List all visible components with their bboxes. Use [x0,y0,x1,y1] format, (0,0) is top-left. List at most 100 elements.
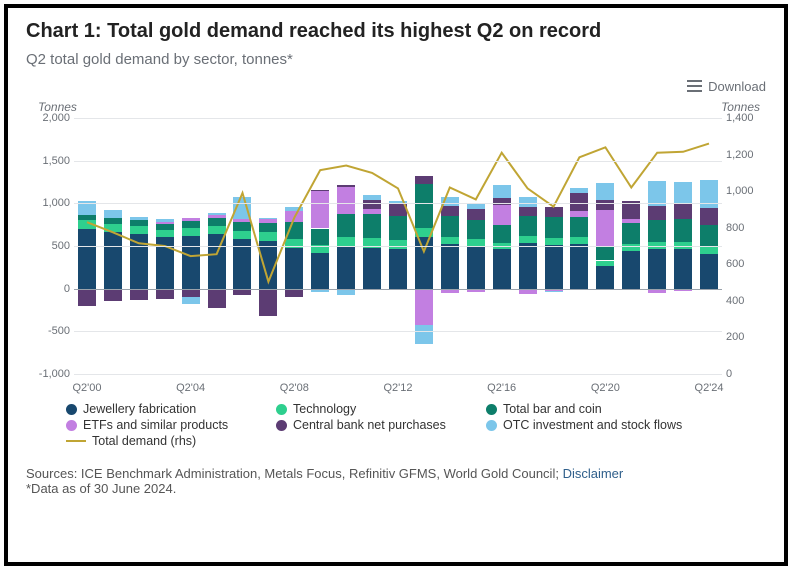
bar-segment [156,222,174,224]
bar-segment [415,176,433,184]
bar-segment [259,289,277,316]
y-right-tick-label: 1,000 [726,185,762,197]
bar-segment [182,221,200,228]
y-right-tick-label: 200 [726,331,762,343]
y-left-tick-label: 2,000 [30,112,70,124]
gridline [74,118,722,119]
bar-segment [648,220,666,242]
bar-segment [233,197,251,218]
bar-segment [415,228,433,237]
legend-item: ETFs and similar products [66,418,258,432]
bar-segment [208,226,226,234]
bar-segment [415,237,433,289]
gridline [74,246,722,247]
bar-segment [519,216,537,236]
bar-segment [441,237,459,245]
bar-segment [570,237,588,244]
bar-segment [337,214,355,237]
bar-segment [493,249,511,288]
x-tick-label: Q2'04 [176,382,205,394]
y-left-tick-label: -500 [30,325,70,337]
bar-segment [156,224,174,230]
bar-segment [674,182,692,203]
bar-segment [363,195,381,200]
bar-segment [545,238,563,245]
bar-segment [389,240,407,249]
bar-segment [285,289,303,298]
bar-segment [104,289,122,302]
bar-segment [596,261,614,267]
bar-segment [700,247,718,254]
legend-item: Total demand (rhs) [66,434,258,448]
bar-segment [622,219,640,223]
bar-segment [389,203,407,216]
bar-segment [545,245,563,289]
bar-segment [467,204,485,209]
bar-segment [208,213,226,215]
bar-segment [648,181,666,206]
bar-segment [78,289,96,306]
bar-segment [130,217,148,220]
bar-segment [182,218,200,221]
gridline [74,374,722,375]
bar-segment [311,229,329,245]
bar-segment [648,249,666,289]
bar-segment [700,225,718,247]
bar-segment [519,236,537,243]
bar-segment [363,248,381,289]
y-right-tick-label: 0 [726,368,762,380]
bar-segment [389,249,407,289]
bar-segment [311,191,329,229]
bar-segment [104,210,122,219]
bar-segment [570,244,588,288]
bar-segment [570,217,588,237]
bar-segment [674,219,692,242]
bar-segment [363,214,381,239]
legend-swatch [486,404,497,415]
bar-segment [208,289,226,309]
bar-segment [259,223,277,232]
bar-segment [545,291,563,292]
legend-item: Central bank net purchases [276,418,468,432]
x-tick-label: Q2'16 [487,382,516,394]
bar-segment [570,188,588,193]
download-button[interactable]: Download [708,79,766,94]
legend-label: Central bank net purchases [293,418,446,432]
bar-segment [467,239,485,246]
bar-segment [441,216,459,236]
bar-segment [622,251,640,289]
bar-segment [156,219,174,222]
bar-segment [285,248,303,289]
legend: Jewellery fabricationTechnologyTotal bar… [66,402,766,448]
bar-segment [130,289,148,300]
legend-swatch [276,420,287,431]
bar-segment [259,219,277,222]
x-tick-label: Q2'12 [383,382,412,394]
bar-segment [519,243,537,288]
bar-segment [493,205,511,225]
bar-segment [389,216,407,240]
bar-segment [233,231,251,240]
bar-segment [467,246,485,289]
bar-segment [700,254,718,289]
menu-icon[interactable] [687,80,702,92]
legend-label: Total demand (rhs) [92,434,196,448]
bar-segment [493,225,511,243]
bar-segment [415,325,433,344]
bar-segment [467,209,485,220]
bar-segment [363,209,381,213]
y-right-tick-label: 600 [726,258,762,270]
bar-segment [182,228,200,236]
y-right-tick-label: 800 [726,222,762,234]
y-left-tick-label: 0 [30,283,70,295]
x-tick-label: Q2'20 [591,382,620,394]
bar-segment [78,220,96,229]
bar-segment [78,229,96,289]
disclaimer-link[interactable]: Disclaimer [563,466,624,481]
bar-segment [285,207,303,211]
legend-label: Jewellery fabrication [83,402,196,416]
bar-segment [570,193,588,212]
chart-subtitle: Q2 total gold demand by sector, tonnes* [26,51,766,68]
y-right-tick-label: 1,400 [726,112,762,124]
bar-segment [596,210,614,247]
